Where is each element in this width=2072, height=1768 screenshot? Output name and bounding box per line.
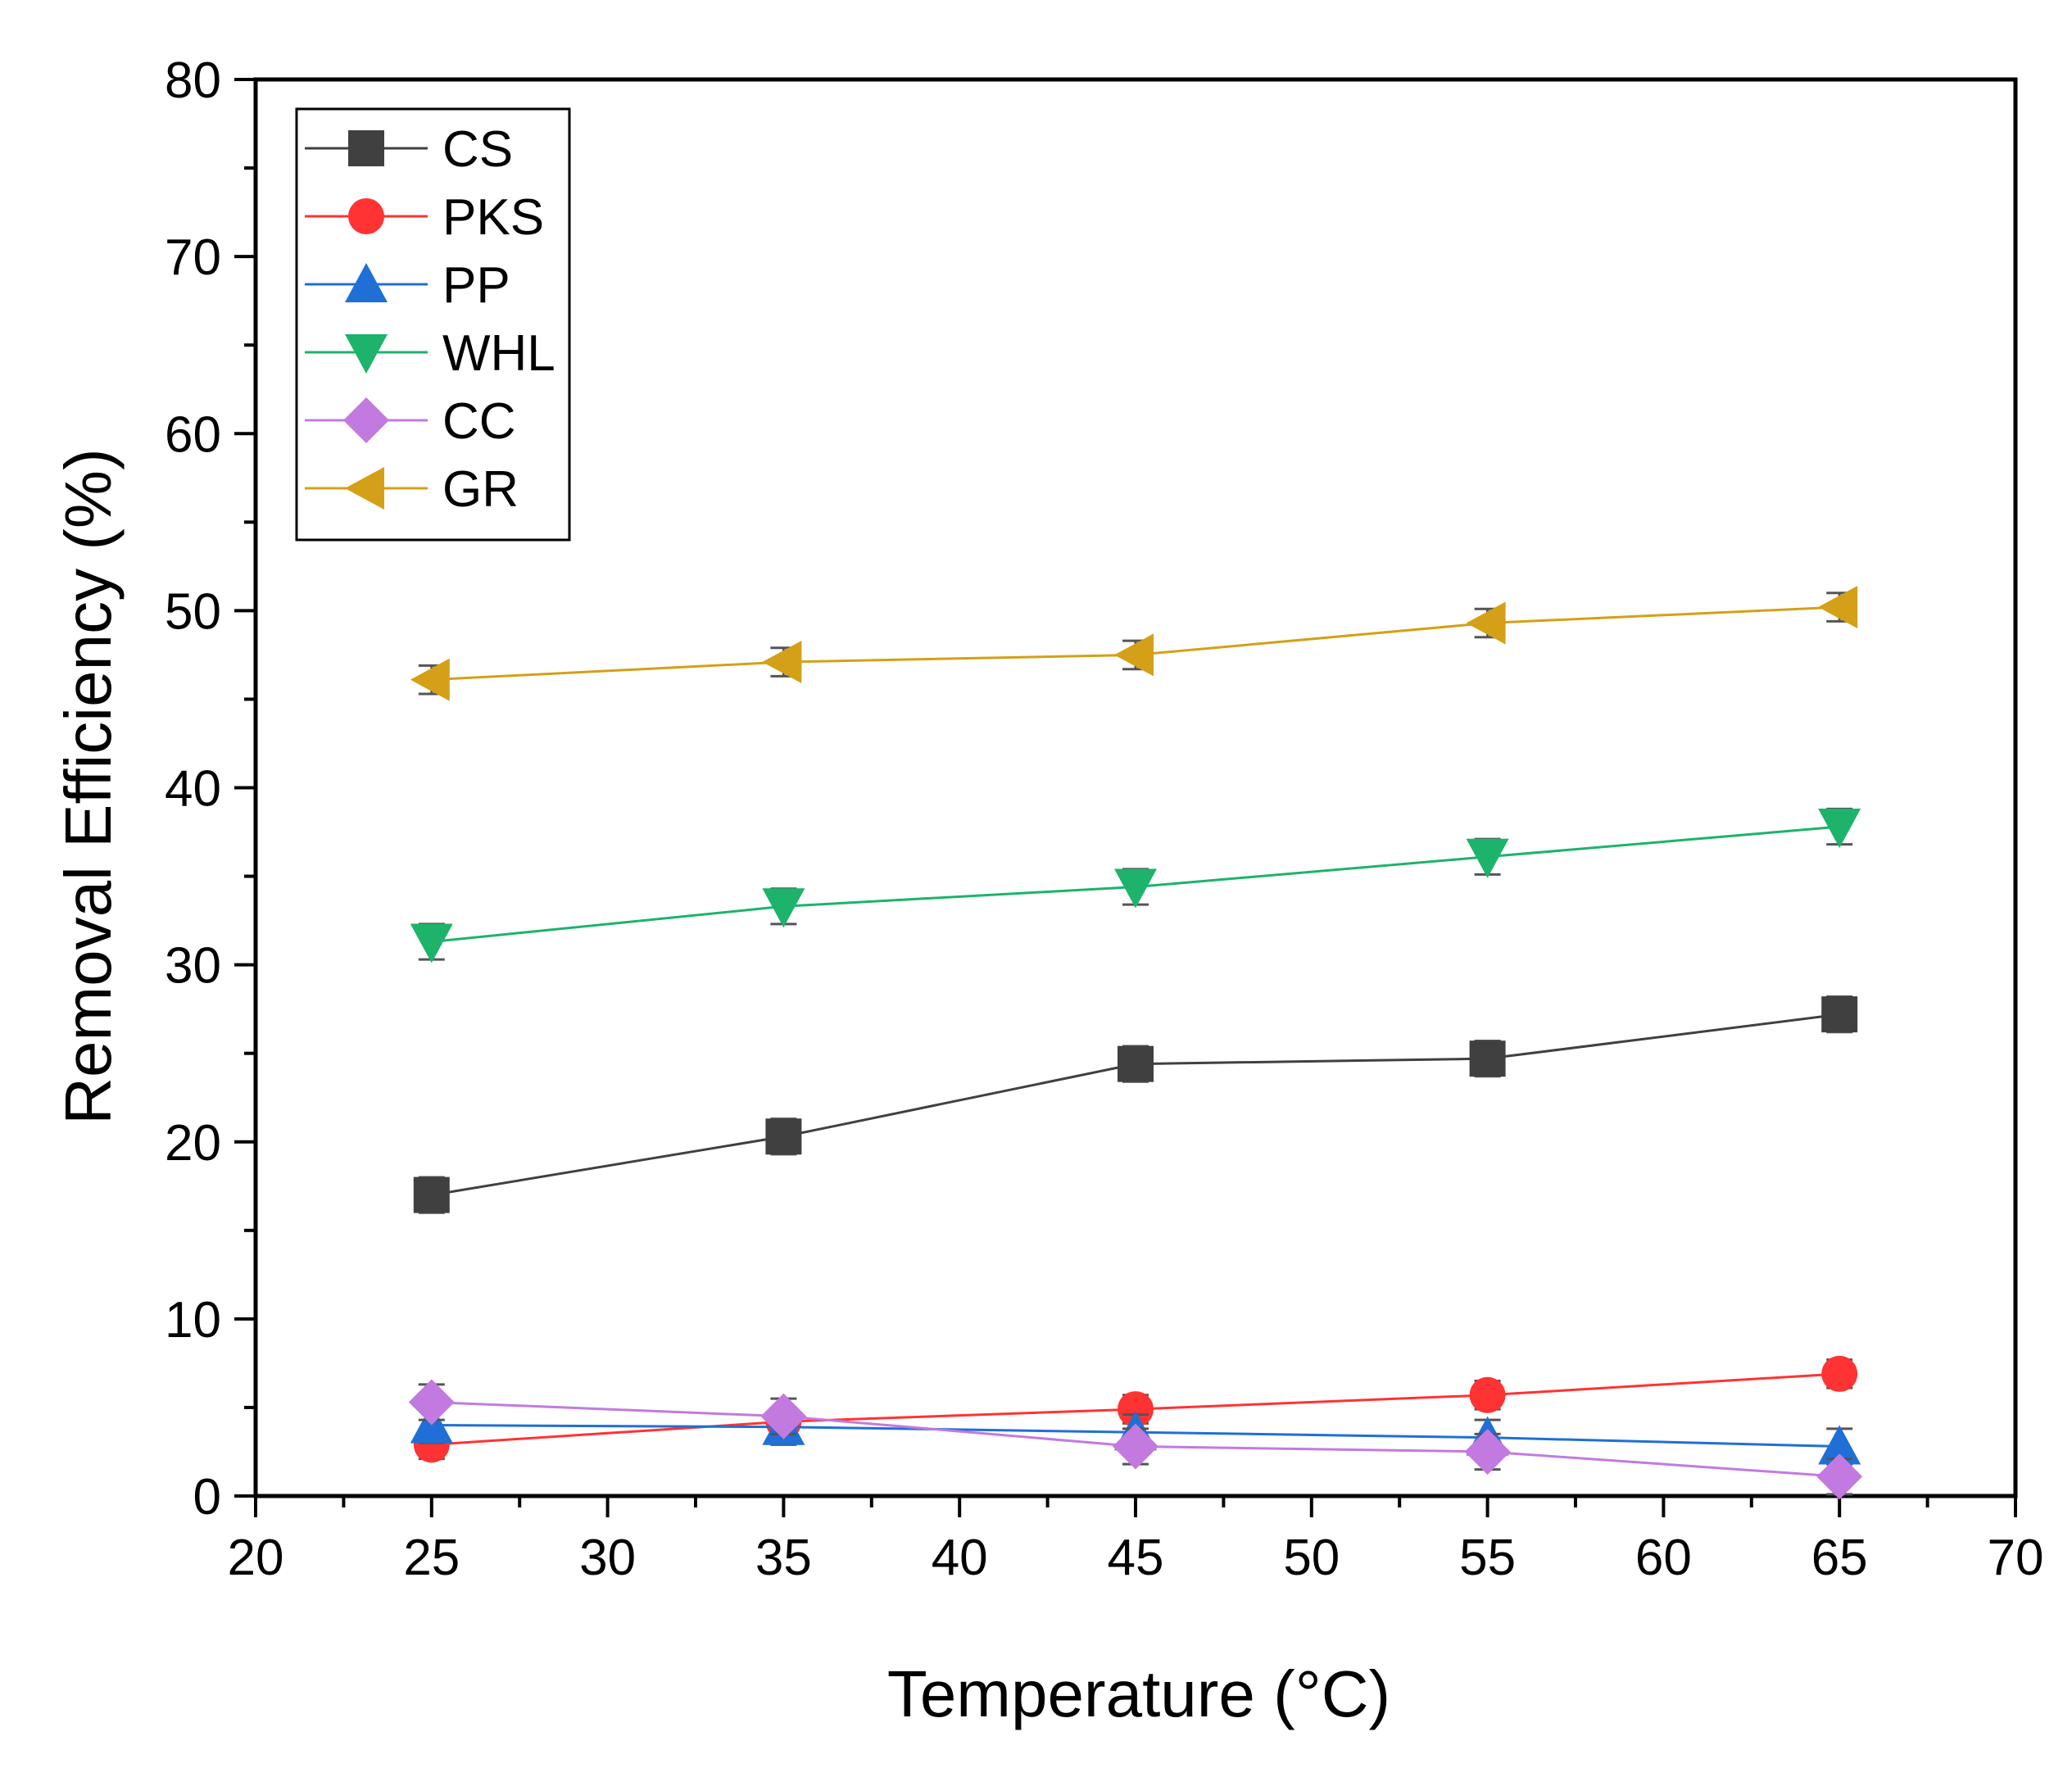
series-line [431, 1013, 1840, 1197]
data-point [1114, 868, 1157, 909]
legend-label: WHL [442, 325, 555, 382]
data-point [1818, 809, 1861, 849]
legend: CS PKS PP WHL CC GR [295, 107, 571, 542]
x-tick-label: 45 [1108, 1530, 1164, 1586]
data-point [1113, 1423, 1158, 1470]
data-point [1469, 1376, 1506, 1413]
y-tick-label: 50 [165, 583, 221, 640]
data-point [1821, 996, 1858, 1033]
series-layer [408, 586, 1863, 1500]
data-point [765, 1118, 802, 1155]
y-tick-label: 20 [165, 1115, 221, 1172]
data-point [760, 1393, 807, 1439]
x-tick-label: 70 [1988, 1530, 2044, 1586]
data-point [1466, 601, 1506, 645]
data-point [1118, 1391, 1154, 1428]
x-tick-label: 40 [932, 1530, 988, 1586]
x-axis-title: Temperature (°C) [887, 1657, 1390, 1730]
data-point [410, 658, 450, 701]
data-point [1469, 1040, 1506, 1077]
x-tick-label: 55 [1459, 1530, 1516, 1586]
data-point [762, 641, 802, 684]
x-tick-label: 30 [579, 1530, 636, 1586]
data-point [1464, 1428, 1511, 1475]
legend-marker [345, 467, 384, 510]
legend-marker [343, 397, 389, 443]
data-point [1466, 838, 1509, 878]
legend-item-whl: WHL [305, 325, 555, 382]
x-tick-label: 50 [1283, 1530, 1340, 1586]
data-point [1818, 586, 1858, 629]
legend-item-gr: GR [305, 461, 519, 518]
x-tick-label: 35 [755, 1530, 812, 1586]
x-tick-label: 60 [1635, 1530, 1692, 1586]
data-point [410, 923, 453, 963]
legend-item-cc: CC [305, 393, 516, 450]
x-tick-label: 25 [403, 1530, 460, 1586]
legend-box [295, 107, 571, 542]
data-point [1816, 1453, 1863, 1500]
legend-label: PP [442, 257, 510, 314]
legend-item-pks: PKS [305, 189, 544, 246]
data-point [408, 1379, 455, 1426]
legend-item-cs: CS [305, 121, 513, 178]
x-tick-label: 65 [1811, 1530, 1868, 1586]
y-axis: 0 10 20 30 40 50 60 70 80 [165, 52, 256, 1525]
y-tick-label: 30 [165, 938, 221, 995]
series-cc [408, 1379, 1863, 1500]
legend-label: CS [442, 121, 513, 178]
y-tick-label: 0 [193, 1469, 221, 1525]
data-point [1114, 633, 1154, 677]
series-gr [410, 586, 1858, 701]
legend-marker [348, 130, 384, 166]
y-tick-label: 80 [165, 52, 221, 109]
series-cs [413, 995, 1858, 1214]
y-tick-label: 40 [165, 761, 221, 818]
legend-label: PKS [442, 189, 544, 246]
y-tick-label: 60 [165, 406, 221, 463]
data-point [1818, 1425, 1861, 1465]
legend-marker [345, 334, 388, 374]
legend-marker [348, 198, 384, 234]
y-tick-label: 10 [165, 1292, 221, 1349]
y-tick-label: 70 [165, 229, 221, 286]
y-axis-title: Removal Efficiency (%) [52, 448, 125, 1124]
data-point [762, 888, 805, 928]
legend-label: GR [442, 461, 519, 518]
data-point [1821, 1355, 1858, 1392]
x-axis: 20 25 30 35 40 45 50 55 60 65 70 [228, 1496, 2044, 1586]
legend-label: CC [442, 393, 516, 450]
series-whl [410, 807, 1861, 963]
legend-marker [345, 263, 388, 302]
x-tick-label: 20 [228, 1530, 284, 1586]
data-point [1118, 1045, 1154, 1082]
legend-item-pp: PP [305, 257, 510, 314]
data-point [413, 1176, 450, 1213]
